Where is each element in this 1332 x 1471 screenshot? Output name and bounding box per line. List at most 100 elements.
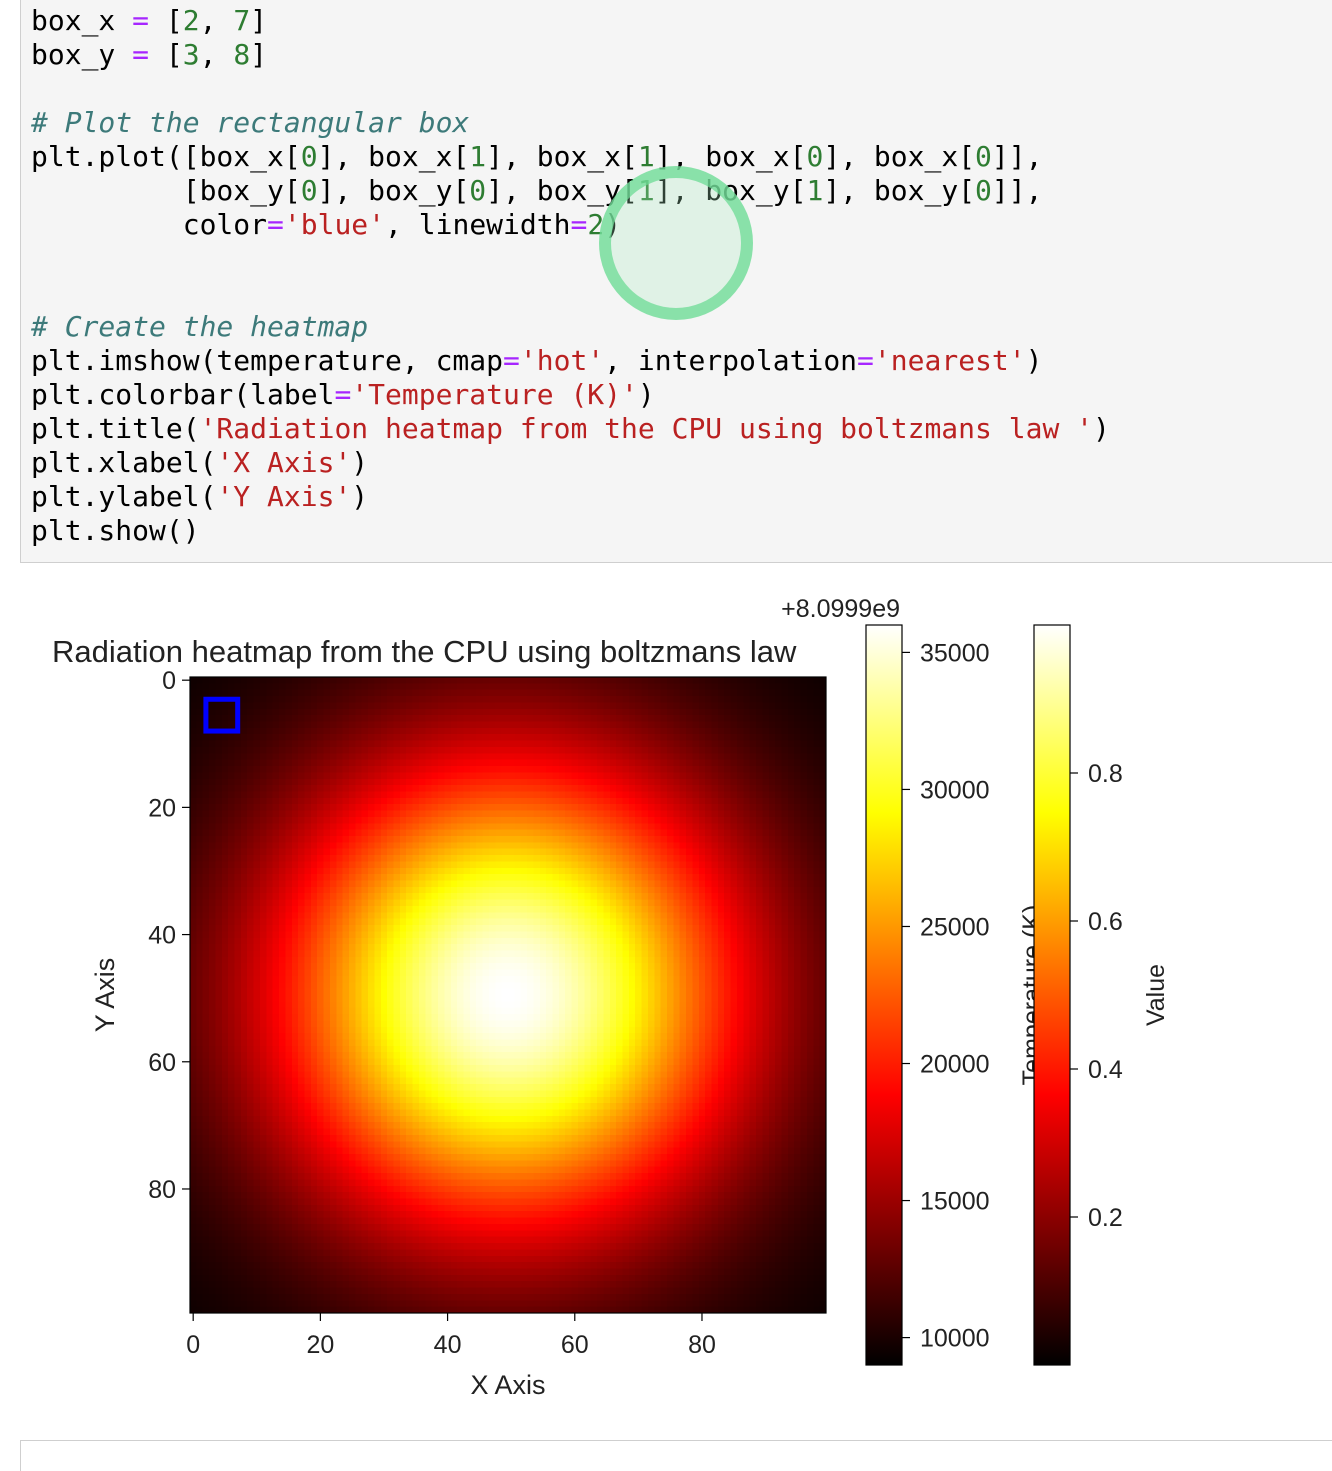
code-token: [ — [149, 38, 183, 71]
code-token: 1 — [469, 140, 487, 173]
code-token: 0 — [300, 140, 318, 173]
code-token: plt.title( — [31, 412, 200, 445]
code-line — [31, 242, 1110, 276]
code-token: box_x — [31, 4, 133, 37]
colorbar-tick-label: 25000 — [920, 913, 990, 941]
code-line: plt.show() — [31, 514, 1110, 548]
x-tick-label: 20 — [306, 1331, 334, 1359]
code-token: 1 — [806, 174, 824, 207]
value-colorbar: 0.2 0.4 0.6 0.8 Value — [1033, 624, 1170, 1366]
y-axis-label: Y Axis — [90, 958, 120, 1033]
code-token: 1 — [637, 174, 655, 207]
code-token: 2 — [182, 4, 200, 37]
code-token: , — [199, 38, 234, 71]
code-token: 'Y Axis' — [216, 480, 352, 513]
code-token: = — [334, 378, 352, 411]
code-token: ], box_x[ — [654, 140, 807, 173]
code-token: 2 — [587, 208, 605, 241]
colorbar-tick-label: 20000 — [920, 1051, 990, 1079]
y-tick-label: 0 — [162, 667, 176, 695]
code-line: [box_y[0], box_y[0], box_y[1], box_y[1],… — [31, 174, 1110, 208]
code-token: 'Temperature (K)' — [351, 378, 638, 411]
code-token: = — [570, 208, 588, 241]
code-token: , linewidth — [385, 208, 571, 241]
heatmap-image — [190, 677, 826, 1313]
temperature-colorbar: 10000 15000 20000 25000 30000 35000 +8.0999e9… — [781, 595, 1046, 1366]
code-line: plt.colorbar(label='Temperature (K)') — [31, 378, 1110, 412]
code-token: ]], — [991, 140, 1043, 173]
code-token: plt.colorbar(label — [31, 378, 335, 411]
code-cell[interactable]: box_x = [2, 7] box_y = [3, 8] # Plot the r… — [20, 0, 1332, 563]
code-token: ], box_y[ — [654, 174, 807, 207]
code-token: ) — [637, 378, 655, 411]
code-token: # Plot the rectangular box — [31, 106, 470, 139]
x-axis-label: X Axis — [470, 1370, 545, 1400]
code-token: , interpolation — [604, 344, 858, 377]
colorbar-tick-label: 35000 — [920, 639, 990, 667]
chart-title: Radiation heatmap from the CPU using bol… — [52, 634, 797, 669]
value-colorbar-fill — [1033, 624, 1071, 1366]
code-token: 0 — [806, 140, 824, 173]
code-line: plt.ylabel('Y Axis') — [31, 480, 1110, 514]
x-tick-label: 0 — [186, 1331, 200, 1359]
code-line: color='blue', linewidth=2) — [31, 208, 1110, 242]
code-token: box_y — [31, 38, 133, 71]
heatmap-frame — [189, 676, 827, 1314]
y-tick-label: 20 — [148, 794, 176, 822]
code-token: 'X Axis' — [216, 446, 352, 479]
code-token: 0 — [975, 174, 992, 207]
code-token: ) — [351, 446, 369, 479]
code-token: ) — [1025, 344, 1043, 377]
code-token: ], box_x[ — [317, 140, 470, 173]
code-token: ] — [250, 4, 268, 37]
code-token: = — [503, 344, 520, 377]
code-token: 0 — [975, 140, 992, 173]
code-token: [box_y[ — [31, 174, 301, 207]
colorbar-tick-label: 0.2 — [1088, 1204, 1123, 1232]
colorbar-tick-label: 0.4 — [1088, 1056, 1123, 1084]
x-tick-label: 60 — [561, 1331, 589, 1359]
code-token: plt.imshow(temperature, cmap — [31, 344, 504, 377]
code-token: ] — [250, 38, 268, 71]
code-line: plt.title('Radiation heatmap from the CP… — [31, 412, 1110, 446]
code-token: ) — [1093, 412, 1110, 445]
code-line: plt.plot([box_x[0], box_x[1], box_x[1], … — [31, 140, 1110, 174]
code-line: plt.imshow(temperature, cmap='hot', inte… — [31, 344, 1110, 378]
code-token: 0 — [469, 174, 487, 207]
code-line — [31, 276, 1110, 310]
code-token: ], box_y[ — [486, 174, 638, 207]
colorbar-tick-label: 0.8 — [1088, 760, 1123, 788]
code-token: ) — [604, 208, 622, 241]
x-axis-ticks: 0 20 40 60 80 — [186, 1313, 716, 1359]
code-editor[interactable]: box_x = [2, 7] box_y = [3, 8] # Plot the r… — [31, 4, 1110, 548]
x-tick-label: 40 — [434, 1331, 462, 1359]
code-token: 3 — [182, 38, 200, 71]
next-code-cell[interactable] — [20, 1440, 1332, 1471]
plot-output: Radiation heatmap from the CPU using bol… — [52, 595, 1170, 1400]
code-token: plt.ylabel( — [31, 480, 217, 513]
code-token: plt.show() — [31, 514, 200, 547]
code-token: ], box_x[ — [823, 140, 976, 173]
code-token: 'blue' — [283, 208, 386, 241]
y-axis-ticks: 0 20 40 60 80 — [148, 667, 190, 1204]
code-token: = — [267, 208, 284, 241]
colorbar-tick-label: 15000 — [920, 1188, 990, 1216]
code-line: box_y = [3, 8] — [31, 38, 1110, 72]
rectangular-box — [203, 696, 241, 734]
value-colorbar-ticks: 0.2 0.4 0.6 0.8 — [1070, 760, 1123, 1232]
code-token: 'Radiation heatmap from the CPU using bo… — [199, 412, 1094, 445]
code-token: ], box_x[ — [486, 140, 638, 173]
colorbar-tick-label: 10000 — [920, 1325, 990, 1353]
code-token: ], box_y[ — [823, 174, 976, 207]
code-line: box_x = [2, 7] — [31, 4, 1110, 38]
colorbar-tick-label: 0.6 — [1088, 908, 1123, 936]
y-tick-label: 60 — [148, 1049, 176, 1077]
code-token: ], box_y[ — [317, 174, 470, 207]
y-tick-label: 80 — [148, 1176, 176, 1204]
x-tick-label: 80 — [688, 1331, 716, 1359]
code-token: plt.xlabel( — [31, 446, 217, 479]
code-token: , — [199, 4, 234, 37]
code-token: 'nearest' — [873, 344, 1026, 377]
code-token: 7 — [233, 4, 251, 37]
code-token: 'hot' — [519, 344, 605, 377]
